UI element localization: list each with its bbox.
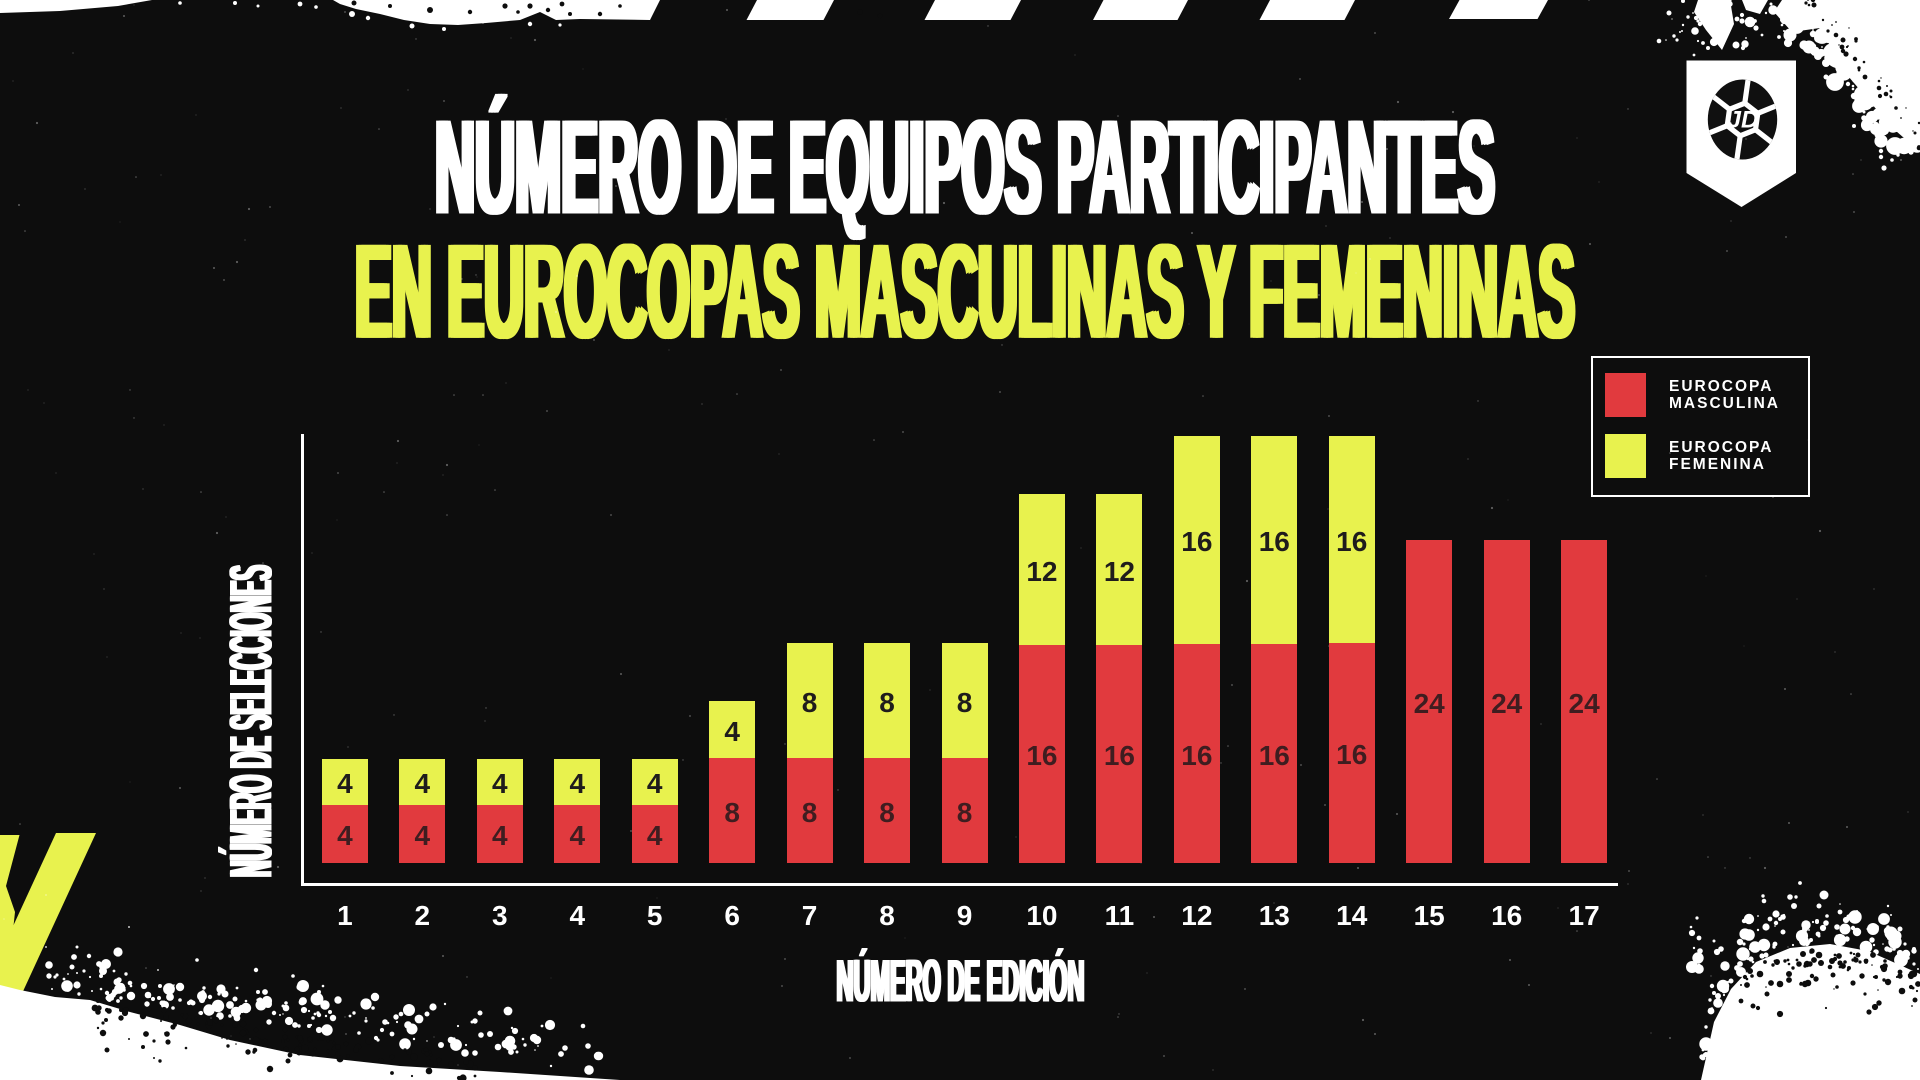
svg-text:NÚMERO DE SELECCIONES: NÚMERO DE SELECCIONES (216, 565, 285, 877)
svg-text:NÚMERO DE SELECCIONES: NÚMERO DE SELECCIONES (216, 564, 285, 876)
svg-text:NÚMERO DE EQUIPOS PARTICIPANTE: NÚMERO DE EQUIPOS PARTICIPANTES (438, 92, 1498, 242)
svg-text:NÚMERO DE EQUIPOS PARTICIPANTE: NÚMERO DE EQUIPOS PARTICIPANTES (432, 92, 1492, 242)
svg-text:NÚMERO DE EDICIÓN: NÚMERO DE EDICIÓN (835, 946, 1083, 1014)
svg-text:JD: JD (1728, 107, 1759, 134)
svg-text:NÚMERO DE SELECCIONES: NÚMERO DE SELECCIONES (216, 566, 285, 878)
svg-text:NÚMERO DE EQUIPOS PARTICIPANTE: NÚMERO DE EQUIPOS PARTICIPANTES (435, 92, 1495, 242)
svg-text:NÚMERO DE EDICIÓN: NÚMERO DE EDICIÓN (837, 946, 1085, 1014)
svg-text:NÚMERO DE EDICIÓN: NÚMERO DE EDICIÓN (838, 946, 1086, 1014)
svg-text:EN EUROCOPAS MASCULINAS Y FEME: EN EUROCOPAS MASCULINAS Y FEMENINAS (352, 216, 1572, 366)
svg-text:EN EUROCOPAS MASCULINAS Y FEME: EN EUROCOPAS MASCULINAS Y FEMENINAS (358, 216, 1578, 366)
svg-text:EN EUROCOPAS MASCULINAS Y FEME: EN EUROCOPAS MASCULINAS Y FEMENINAS (355, 216, 1575, 366)
